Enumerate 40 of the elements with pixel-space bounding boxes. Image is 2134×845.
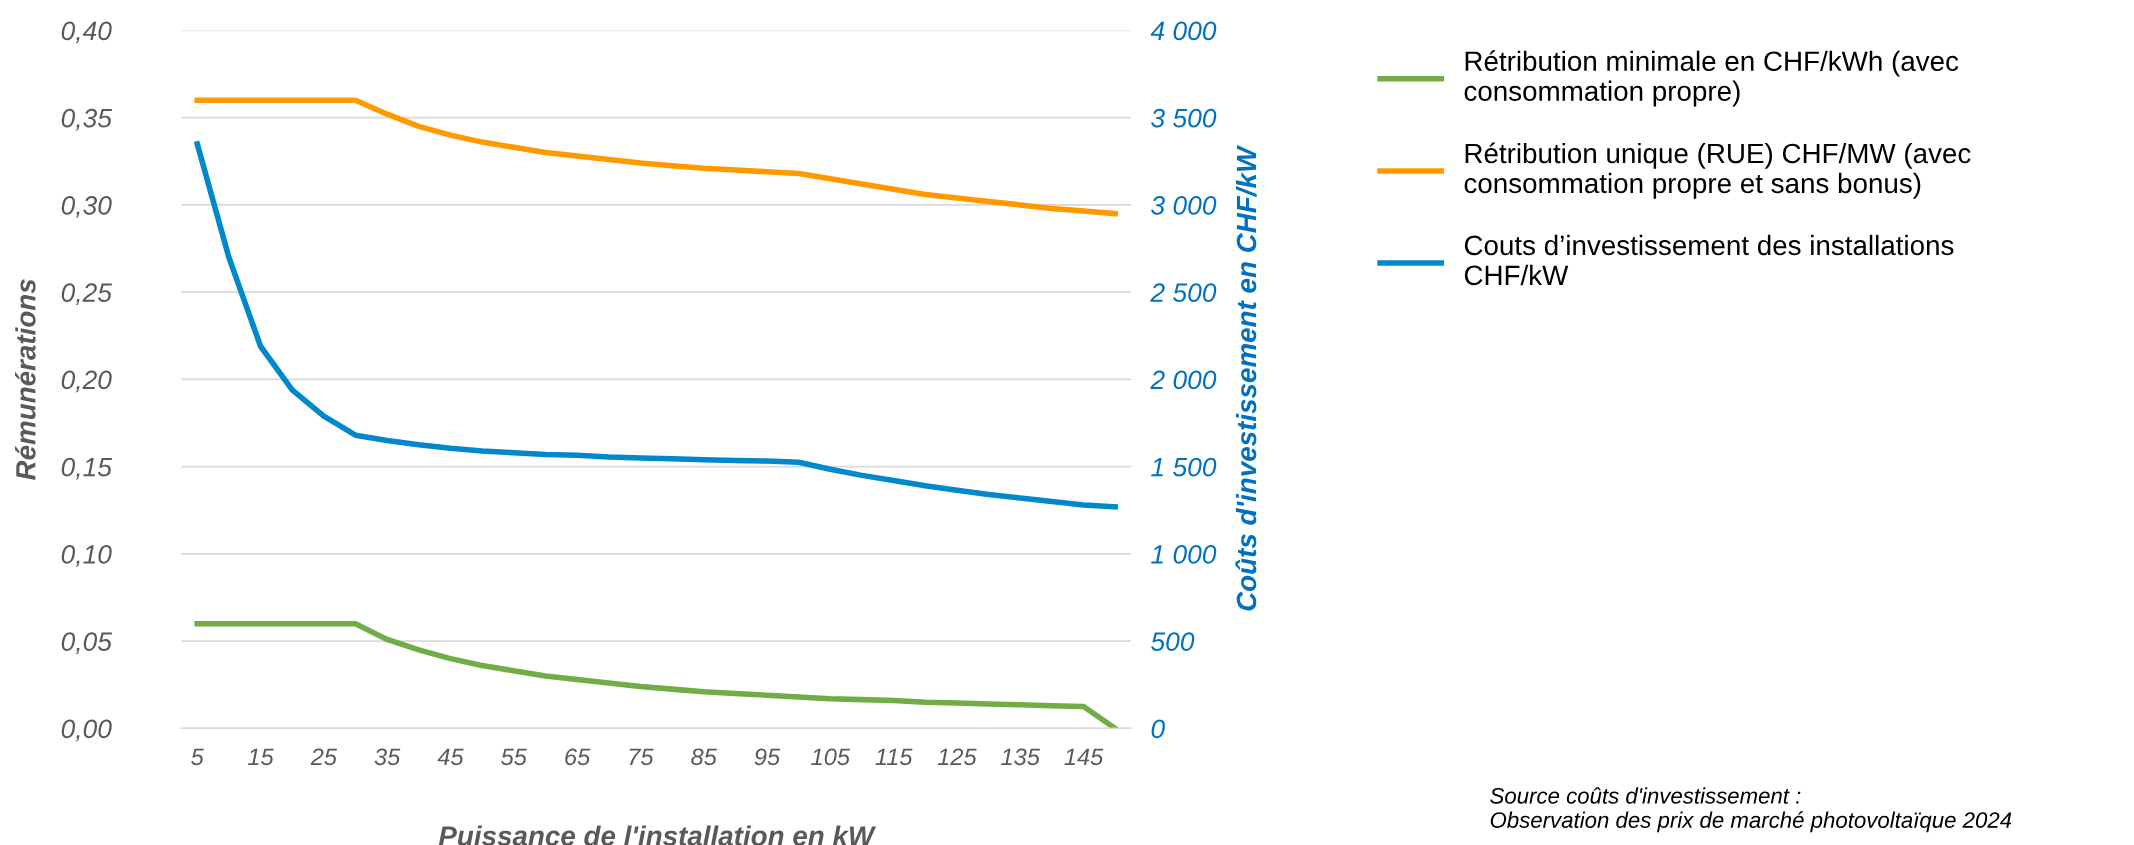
x-tick-label: 45 bbox=[437, 748, 464, 766]
x-tick-label: 105 bbox=[811, 748, 851, 766]
x-tick-label: 95 bbox=[754, 748, 781, 766]
y2-tick-label: 0 bbox=[1151, 719, 1165, 739]
y-tick-label: 0,00 bbox=[61, 719, 112, 742]
y2-tick-label: 3 000 bbox=[1151, 196, 1217, 215]
y-tick-label: 0,40 bbox=[61, 21, 112, 44]
legend-label: Rétribution unique (RUE) CHF/MW (avec consommation propre et sans bonus) bbox=[1464, 142, 1971, 199]
y-tick-label: 0,30 bbox=[61, 196, 112, 218]
x-tick-label: 145 bbox=[1064, 748, 1104, 766]
x-tick-label: 55 bbox=[501, 748, 527, 766]
x-tick-label: 75 bbox=[629, 748, 654, 766]
y-tick-label: 0,15 bbox=[61, 457, 113, 480]
y-axis-title: Rémunérations bbox=[15, 279, 36, 481]
x-tick-label: 135 bbox=[1001, 748, 1040, 766]
y-tick-label: 0,25 bbox=[61, 283, 113, 306]
x-tick-label: 5 bbox=[191, 748, 204, 766]
x-tick-label: 15 bbox=[248, 748, 274, 766]
legend-label: Couts d’investissement des installations CHF/kW bbox=[1464, 234, 1954, 286]
y-tick-label: 0,10 bbox=[61, 545, 112, 567]
x-tick-label: 125 bbox=[937, 748, 977, 766]
y2-tick-label: 4 000 bbox=[1150, 21, 1217, 41]
y-tick-label: 0,20 bbox=[61, 370, 112, 393]
y2-tick-label: 2 000 bbox=[1150, 370, 1217, 390]
x-tick-label: 35 bbox=[374, 748, 401, 766]
source-note: Source coûts d'investissement : Observation des prix de marché photovoltaïque 2024 bbox=[1490, 787, 2012, 833]
x-tick-label: 25 bbox=[310, 748, 338, 766]
x-tick-label: 65 bbox=[565, 748, 591, 766]
y2-tick-label: 2 500 bbox=[1150, 283, 1217, 302]
y-tick-label: 0,35 bbox=[61, 108, 113, 131]
x-tick-label: 85 bbox=[691, 748, 717, 766]
y2-tick-label: 1 000 bbox=[1151, 545, 1217, 564]
y-tick-label: 0,05 bbox=[61, 632, 113, 655]
legend-label: Rétribution minimale en CHF/kWh (avec consommation propre) bbox=[1464, 50, 1959, 107]
x-tick-label: 115 bbox=[875, 748, 913, 766]
y2-axis-title: Coûts d'investissement en CHF/kW bbox=[1235, 144, 1257, 611]
x-axis-title: Puissance de l'installation en kW bbox=[438, 825, 877, 845]
y2-tick-label: 3 500 bbox=[1151, 108, 1217, 128]
y2-tick-label: 500 bbox=[1151, 632, 1195, 651]
y2-tick-label: 1 500 bbox=[1151, 457, 1217, 477]
